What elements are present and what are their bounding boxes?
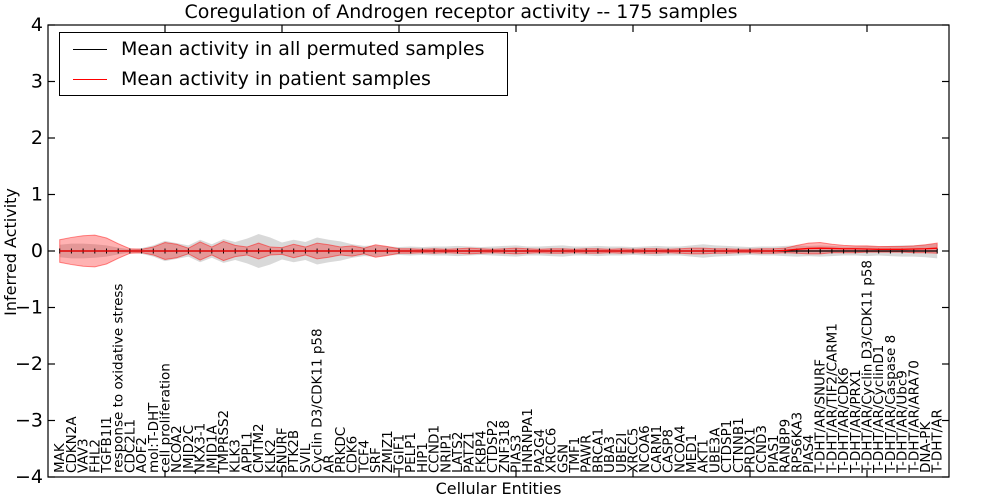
x-tick-label: CMTM2 bbox=[251, 423, 267, 473]
x-tick-label: UBE3A bbox=[707, 427, 723, 473]
x-tick-label: CTNNB1 bbox=[731, 417, 747, 473]
x-tick-label: XRCC6 bbox=[544, 428, 560, 473]
y-tick-label: 4 bbox=[31, 14, 43, 36]
x-tick-label: T-DHT/AR/Ubc9 bbox=[895, 370, 911, 474]
x-tick-label: JMJD1A bbox=[204, 424, 220, 474]
x-tick-label: T-DHT/AR/SNURF bbox=[813, 359, 829, 474]
x-tick-label: ZMIZ1 bbox=[380, 430, 396, 473]
x-tick-label: cell proliferation bbox=[158, 363, 174, 473]
x-tick-label: AR bbox=[321, 454, 337, 473]
x-tick-label: SVIL bbox=[298, 443, 314, 473]
x-tick-label: MED1 bbox=[684, 434, 700, 473]
x-tick-label: RANBP9 bbox=[778, 419, 794, 473]
x-tick-label: NCOA2 bbox=[169, 425, 185, 473]
x-tick-label: APPL1 bbox=[239, 431, 255, 473]
x-tick-label: NKX3-1 bbox=[193, 423, 209, 473]
x-tick-label: NCOA6 bbox=[637, 425, 653, 473]
x-tick-label: NCOA4 bbox=[672, 425, 688, 473]
x-tick-label: TGIF1 bbox=[392, 434, 408, 474]
x-tick-label: PIAS3 bbox=[509, 434, 525, 473]
x-tick-label: TGFB1I1 bbox=[99, 416, 115, 474]
x-tick-label: Cyclin D3/CDK11 p58 bbox=[310, 328, 326, 473]
x-tick-label: CDKN2A bbox=[64, 416, 80, 473]
y-tick-label: 2 bbox=[31, 127, 43, 149]
x-tick-label: CCND3 bbox=[754, 425, 770, 473]
x-tick-label: CDK6 bbox=[345, 436, 361, 473]
x-tick-label: T-DHT/AR/Caspase 8 bbox=[883, 335, 899, 474]
x-tick-label: PAWR bbox=[579, 434, 595, 473]
x-tick-label: SRF bbox=[368, 447, 384, 473]
x-tick-label: PTK2B bbox=[286, 430, 302, 473]
legend-label-patient: Mean activity in patient samples bbox=[121, 68, 431, 90]
chart-title: Coregulation of Androgen receptor activi… bbox=[184, 1, 738, 23]
x-tick-label: XRCC5 bbox=[626, 428, 642, 473]
x-tick-label: AOF2 bbox=[134, 437, 150, 473]
permuted-line-swatch bbox=[73, 48, 107, 50]
x-tick-label: T-DHT/AR/PRX1 bbox=[848, 369, 864, 474]
x-tick-label: PELP1 bbox=[403, 432, 419, 473]
x-axis-label: Cellular Entities bbox=[435, 479, 562, 498]
patient-line-swatch bbox=[73, 78, 107, 80]
x-tick-label: response to oxidative stress bbox=[111, 284, 127, 473]
y-tick-label: −4 bbox=[15, 466, 43, 488]
y-tick-label: 0 bbox=[31, 240, 43, 262]
x-tick-label: T-DHT/AR/CyclinD1 bbox=[871, 345, 887, 474]
x-tick-label: T-DHT/AR/Cyclin D3/CDK11 p58 bbox=[860, 260, 876, 474]
x-tick-label: PRDX1 bbox=[743, 427, 759, 473]
x-tick-label: T-DHT/AR bbox=[930, 409, 946, 474]
x-tick-label: TMF1 bbox=[567, 437, 583, 474]
x-tick-label: HIP1 bbox=[415, 442, 431, 473]
x-tick-label: LATS2 bbox=[450, 432, 466, 473]
x-tick-label: RPS6KA3 bbox=[789, 412, 805, 473]
legend-entry-permuted: Mean activity in all permuted samples bbox=[73, 36, 507, 62]
x-tick-label: ZNF318 bbox=[497, 420, 513, 473]
y-tick-label: 1 bbox=[31, 184, 43, 206]
x-tick-label: T-DHT/AR/ARA70 bbox=[906, 360, 922, 474]
x-tick-label: PATZ1 bbox=[462, 431, 478, 473]
x-tick-label: CTDSP2 bbox=[485, 420, 501, 473]
y-axis-label: Inferred Activity bbox=[1, 188, 20, 316]
x-tick-label: PA2G4 bbox=[532, 429, 548, 473]
y-tick-label: −3 bbox=[15, 410, 43, 432]
x-tick-label: VAV3 bbox=[76, 438, 92, 473]
x-tick-label: AKT1 bbox=[696, 439, 712, 473]
x-tick-label: TMPRSS2 bbox=[216, 410, 232, 474]
x-tick-label: UBA3 bbox=[602, 436, 618, 473]
legend-entry-patient: Mean activity in patient samples bbox=[73, 66, 507, 92]
y-tick-label: −2 bbox=[15, 353, 43, 375]
x-tick-label: FKBP4 bbox=[473, 430, 489, 473]
patient-mean-line bbox=[59, 247, 938, 252]
x-tick-label: CTDSP1 bbox=[719, 420, 735, 473]
x-tick-label: TCF4 bbox=[356, 440, 372, 474]
y-tick-label: 3 bbox=[31, 71, 43, 93]
x-tick-label: PIAS1 bbox=[766, 434, 782, 473]
x-tick-label: T-DHT/AR/CDK6 bbox=[836, 367, 852, 474]
x-tick-label: UBE2I bbox=[614, 433, 630, 473]
legend-label-permuted: Mean activity in all permuted samples bbox=[121, 38, 485, 60]
legend-box: Mean activity in all permuted samples Me… bbox=[59, 32, 508, 96]
x-tick-label: T-DHT/AR/TIF2/CARM1 bbox=[824, 323, 840, 474]
x-tick-label: NRIP1 bbox=[438, 433, 454, 473]
x-tick-label: PIAS4 bbox=[801, 434, 817, 473]
x-tick-label: HNRNPA1 bbox=[520, 408, 536, 473]
x-tick-label: CDC2L1 bbox=[122, 419, 138, 473]
x-tick-label: CCND1 bbox=[427, 425, 443, 473]
x-tick-label: PRKDC bbox=[333, 427, 349, 473]
x-tick-label: GSN bbox=[555, 444, 571, 473]
x-tick-label: MAK bbox=[52, 442, 68, 473]
x-tick-label: JMJD2C bbox=[181, 425, 197, 474]
x-tick-label: KLK2 bbox=[263, 439, 279, 473]
x-tick-label: DNA-PK bbox=[918, 421, 934, 473]
x-tick-label: FHL2 bbox=[87, 439, 103, 473]
y-tick-label: −1 bbox=[15, 297, 43, 319]
x-tick-label: mol:T-DHT bbox=[146, 402, 162, 473]
x-tick-label: BRCA1 bbox=[590, 428, 606, 473]
x-tick-label: KLK3 bbox=[228, 439, 244, 473]
x-tick-label: CARM1 bbox=[649, 425, 665, 473]
x-tick-label: SNURF bbox=[275, 427, 291, 473]
x-tick-label: CASP8 bbox=[661, 429, 677, 473]
